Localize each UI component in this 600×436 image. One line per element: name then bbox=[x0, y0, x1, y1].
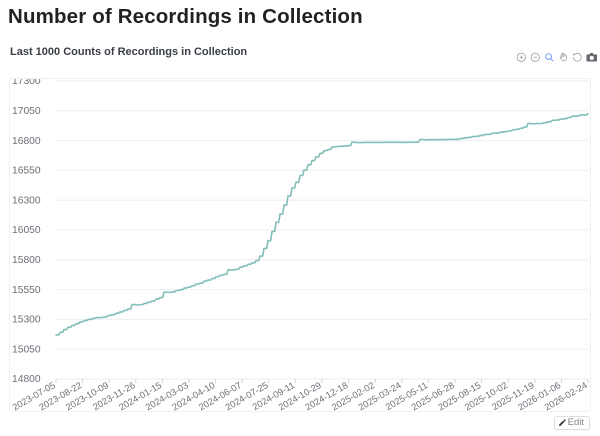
svg-text:15300: 15300 bbox=[12, 315, 41, 326]
svg-text:16300: 16300 bbox=[12, 195, 41, 206]
svg-text:14800: 14800 bbox=[12, 374, 41, 385]
svg-text:15050: 15050 bbox=[12, 344, 41, 355]
svg-text:17050: 17050 bbox=[12, 106, 41, 117]
svg-text:16050: 16050 bbox=[12, 225, 41, 236]
svg-text:15550: 15550 bbox=[12, 285, 41, 296]
svg-text:16550: 16550 bbox=[12, 166, 41, 177]
svg-text:17300: 17300 bbox=[12, 79, 41, 87]
svg-text:15800: 15800 bbox=[12, 255, 41, 266]
svg-text:16800: 16800 bbox=[12, 136, 41, 147]
